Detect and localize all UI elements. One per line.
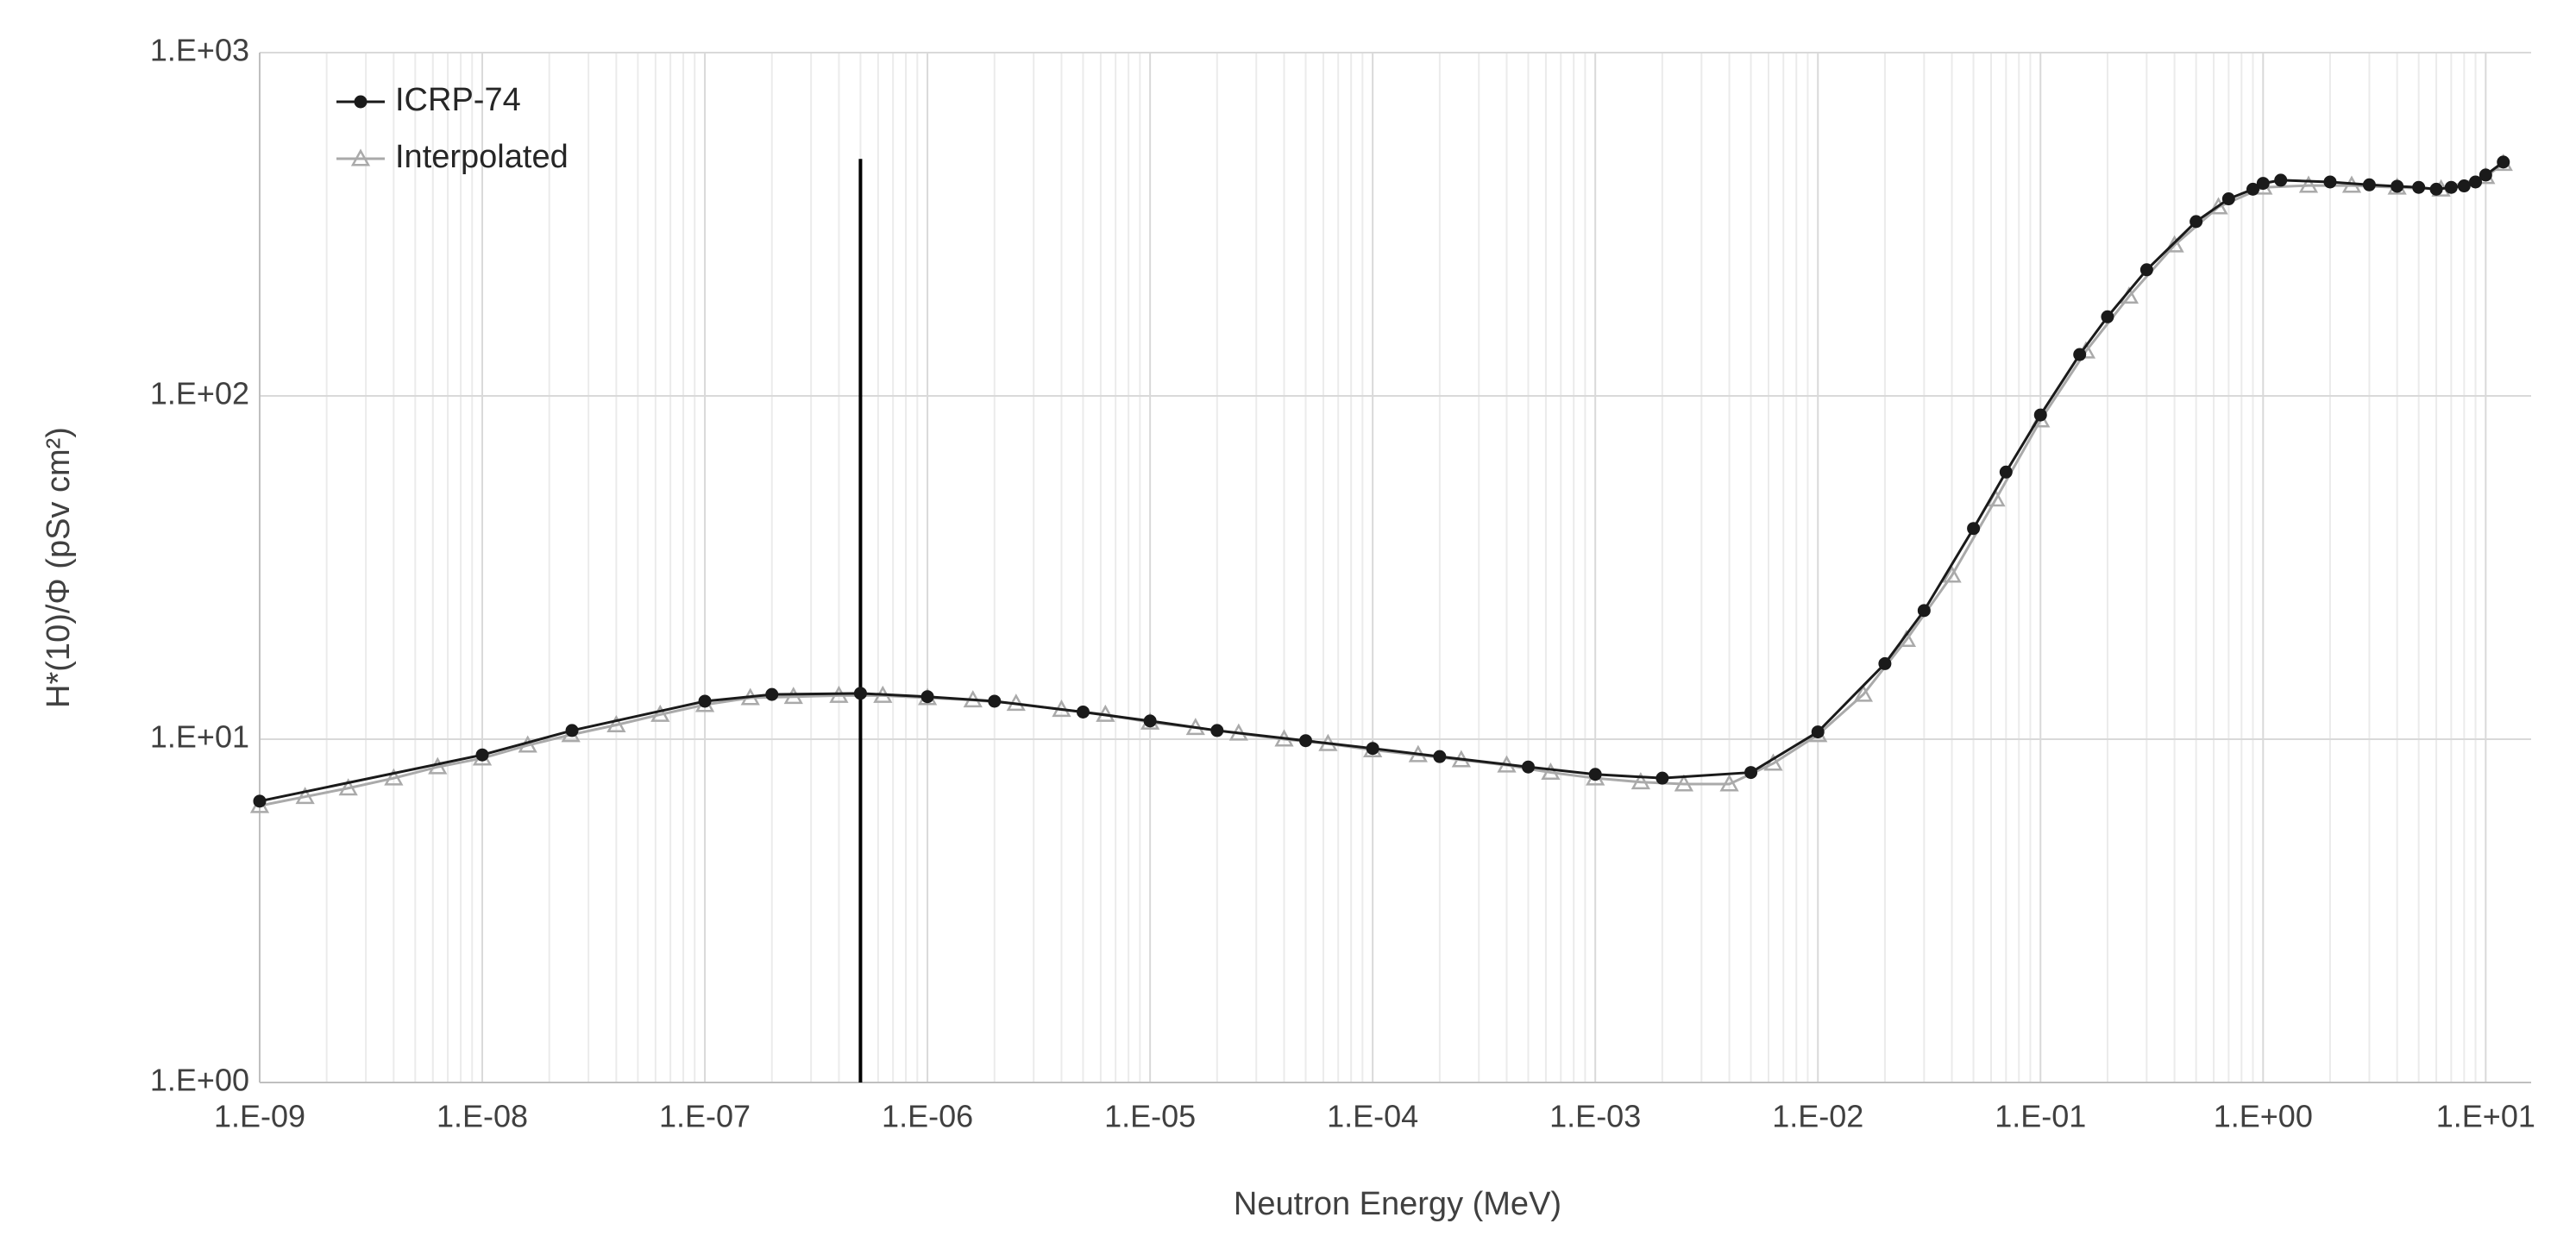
marker: [1656, 771, 1669, 785]
y-tick-label: 1.E+00: [150, 1063, 249, 1098]
marker: [2391, 179, 2404, 193]
legend-marker: [350, 148, 371, 166]
marker: [1744, 766, 1758, 780]
marker: [765, 687, 779, 701]
marker: [1433, 750, 1447, 763]
marker: [1917, 604, 1931, 618]
marker: [853, 687, 867, 700]
x-tick-label: 1.E+00: [2214, 1099, 2313, 1134]
marker: [1674, 774, 1694, 792]
series: [249, 154, 2513, 813]
legend-label: ICRP-74: [395, 82, 521, 118]
y-tick-label: 1.E+01: [150, 719, 249, 755]
x-tick-label: 1.E-02: [1772, 1099, 1863, 1134]
marker: [295, 787, 315, 805]
marker: [2073, 348, 2087, 361]
x-tick-label: 1.E+01: [2436, 1099, 2535, 1134]
marker: [384, 768, 404, 786]
marker: [1942, 565, 1962, 583]
marker: [650, 704, 670, 722]
marker: [565, 724, 579, 737]
marker: [2323, 175, 2337, 189]
marker: [1811, 725, 1825, 739]
marker: [1853, 684, 1874, 702]
marker: [1076, 705, 1090, 718]
marker: [1366, 742, 1379, 756]
marker: [1878, 656, 1892, 670]
x-tick-label: 1.E-07: [659, 1099, 751, 1134]
grid: [259, 52, 2531, 1083]
marker: [338, 778, 358, 796]
marker: [1541, 762, 1561, 781]
marker: [2298, 175, 2319, 193]
marker: [2208, 197, 2228, 215]
series: [253, 155, 2510, 808]
marker: [2457, 179, 2471, 193]
marker: [2256, 177, 2270, 191]
marker: [606, 714, 626, 732]
legend-marker: [354, 95, 368, 109]
marker: [1143, 714, 1157, 728]
x-tick-label: 1.E-08: [437, 1099, 528, 1134]
marker: [1210, 724, 1224, 737]
marker: [2139, 263, 2153, 277]
marker: [1298, 734, 1312, 748]
y-axis-title: H*(10)/Φ (pSv cm²): [41, 427, 77, 708]
x-tick-label: 1.E-06: [882, 1099, 973, 1134]
x-tick-label: 1.E-09: [214, 1099, 305, 1134]
marker: [2429, 182, 2443, 196]
y-tick-label: 1.E+03: [150, 33, 249, 68]
marker: [920, 690, 934, 704]
marker: [2362, 178, 2376, 191]
marker: [2479, 168, 2492, 182]
marker: [2164, 235, 2184, 253]
marker: [2412, 180, 2426, 194]
x-tick-label: 1.E-03: [1549, 1099, 1641, 1134]
marker: [1588, 768, 1602, 781]
marker: [1999, 465, 2013, 479]
marker: [475, 748, 489, 762]
x-axis-title: Neutron Energy (MeV): [1234, 1186, 1561, 1222]
marker: [2497, 155, 2510, 169]
marker: [1967, 522, 1981, 536]
x-tick-label: 1.E-01: [1995, 1099, 2086, 1134]
marker: [2274, 173, 2288, 187]
x-tick-label: 1.E-04: [1327, 1099, 1418, 1134]
y-tick-label: 1.E+02: [150, 376, 249, 411]
x-tick-label: 1.E-05: [1104, 1099, 1196, 1134]
marker: [698, 694, 712, 708]
marker: [2246, 182, 2259, 196]
marker: [2101, 310, 2114, 323]
marker: [1630, 772, 1650, 790]
marker: [2469, 175, 2483, 189]
marker: [1522, 760, 1536, 774]
marker: [2190, 215, 2203, 229]
marker: [2033, 408, 2047, 422]
marker: [2221, 192, 2235, 206]
marker: [783, 687, 803, 705]
marker: [2444, 180, 2458, 194]
series-line: [259, 162, 2504, 807]
series-line: [259, 160, 2504, 803]
legend-label: Interpolated: [395, 139, 569, 175]
marker: [988, 694, 1002, 708]
marker: [1719, 774, 1739, 792]
marker: [253, 794, 267, 808]
